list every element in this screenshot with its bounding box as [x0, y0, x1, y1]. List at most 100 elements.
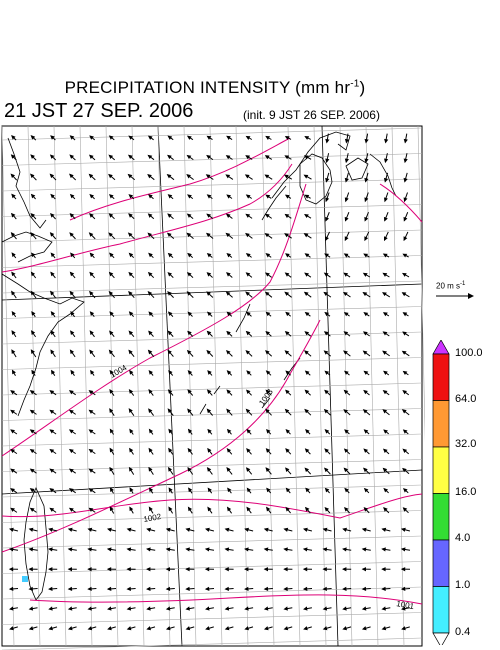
wind-vector-head [9, 626, 14, 631]
wind-vector-head [302, 567, 308, 572]
wind-vector-head [30, 193, 36, 199]
grid-line [261, 125, 275, 647]
reference-vector-exponent: -1 [460, 281, 466, 287]
wind-vector-head [67, 586, 73, 591]
wind-vector-head [30, 271, 36, 277]
wind-vector-head [50, 349, 55, 355]
wind-vector-head [87, 586, 92, 591]
lat-lon-grid [1, 125, 425, 650]
wind-vector-head [285, 506, 290, 512]
wind-vector-head [185, 626, 191, 631]
wind-vector-head [89, 193, 95, 199]
wind-vector-head [383, 507, 388, 512]
wind-vector-head [284, 174, 289, 179]
grid-line [183, 125, 197, 647]
wind-vector-head [324, 311, 329, 317]
coastline-korea [7, 137, 47, 229]
wind-vector-head [383, 487, 389, 493]
wind-vector-head [342, 291, 348, 297]
isobar-1001 [29, 594, 423, 605]
wind-vector-head [126, 626, 132, 631]
grid-line [313, 125, 327, 647]
wind-vector-head [226, 252, 232, 258]
wind-vector-head [264, 174, 270, 179]
colorbar-level-label: 1.0 [455, 579, 471, 591]
wind-vector-head [303, 233, 309, 238]
wind-vector-head [265, 194, 271, 199]
wind-vector-head [29, 448, 35, 454]
wind-vector-head [343, 389, 349, 395]
wind-vector-head [264, 155, 270, 160]
wind-vector-head [70, 311, 75, 316]
wind-vector-head [383, 216, 388, 222]
wind-vector-head [403, 177, 408, 183]
wind-vector-head [50, 330, 55, 335]
wind-vector-head [187, 408, 192, 414]
wind-vector-head [226, 467, 231, 472]
wind-vector-head [146, 547, 151, 552]
wind-vector-head [264, 233, 270, 238]
wind-vector-head [126, 547, 132, 552]
wind-vector-head [186, 291, 192, 296]
wind-vector-head [29, 429, 35, 434]
wind-vector-head [381, 547, 386, 552]
wind-vector-head [8, 547, 14, 552]
wind-vector-head [206, 349, 211, 355]
wind-vector-head [245, 213, 251, 218]
wind-vector-head [225, 291, 231, 296]
grid-line [131, 125, 145, 647]
wind-vector-head [284, 408, 290, 414]
grid-line [1, 280, 423, 294]
wind-vector-head [225, 155, 231, 160]
wind-vector-head [148, 408, 153, 413]
wind-vector-head [69, 271, 75, 277]
wind-vector-head [107, 626, 112, 631]
wind-vector-head [88, 390, 94, 395]
wind-vector-head [147, 349, 153, 355]
wind-vector-head [364, 158, 369, 164]
wind-vector-head [167, 466, 173, 472]
wind-vector-head [363, 448, 369, 453]
wind-vector-head [50, 212, 55, 218]
wind-vector-head [362, 331, 368, 336]
wind-vector-head [402, 312, 408, 317]
wind-vector-head [244, 527, 249, 532]
wind-vector-head [224, 527, 230, 532]
wind-vector-head [384, 236, 388, 242]
wind-vector-head [127, 232, 133, 237]
wind-vector-head [402, 507, 408, 512]
wind-vector-head [128, 194, 134, 199]
wind-vector-head [88, 409, 94, 414]
wind-vector-head [383, 429, 388, 434]
grid-line [1, 357, 423, 370]
wind-vector-head [304, 311, 310, 317]
wind-vector-head [322, 626, 328, 631]
wind-vector-head [148, 506, 153, 512]
wind-vector-head [109, 369, 114, 375]
wind-vector-head [285, 487, 291, 493]
wind-vector-head [265, 448, 271, 453]
wind-vector-head [304, 253, 310, 258]
wind-vector-head [324, 370, 330, 375]
wind-vector-head [146, 567, 151, 572]
wind-vector-head [207, 428, 212, 434]
wind-vector-head [148, 389, 153, 394]
wind-vector-head [168, 428, 173, 434]
wind-vector-head [342, 586, 347, 591]
wind-vector-head [344, 506, 349, 512]
title-close: ) [359, 78, 366, 97]
wind-vector-head [185, 547, 190, 552]
wind-vector-head [325, 177, 330, 183]
grid-line [1, 612, 423, 625]
wind-vector-head [284, 194, 290, 199]
wind-vector-head [363, 429, 369, 434]
wind-vector-head [325, 158, 330, 164]
wind-vector-head [363, 467, 368, 473]
wind-vector-head [245, 272, 251, 277]
wind-vector-head [186, 349, 192, 355]
wind-vector-head [30, 135, 36, 140]
wind-vector-head [384, 138, 389, 144]
wind-vector-head [128, 349, 133, 355]
wind-vector-head [304, 136, 310, 140]
wind-vector-head [28, 586, 33, 591]
